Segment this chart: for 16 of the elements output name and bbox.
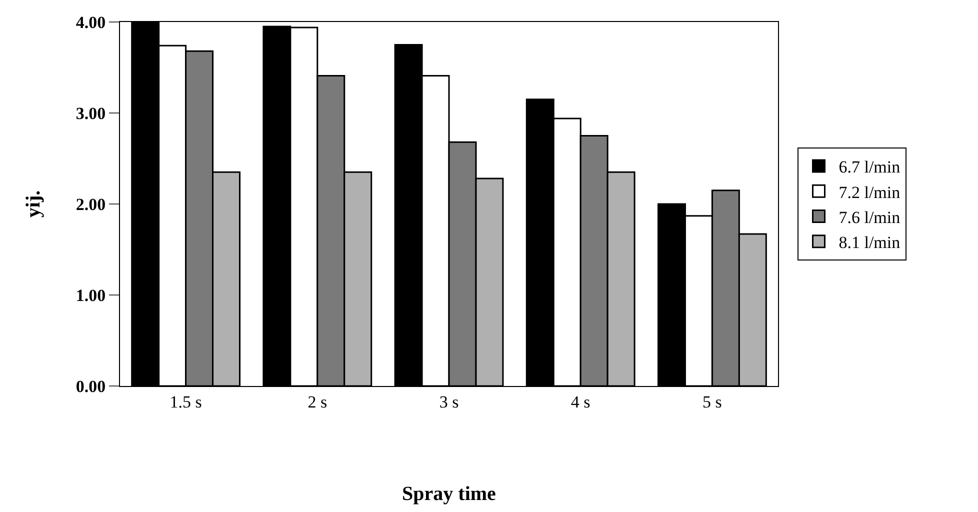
x-tick-label: 2 s — [308, 392, 328, 412]
x-tick-label: 3 s — [439, 392, 459, 412]
y-axis-title: yij. — [22, 190, 44, 218]
legend-label: 6.7 l/min — [838, 158, 901, 177]
x-tick-label: 4 s — [570, 392, 590, 412]
y-tick-label: 3.00 — [76, 104, 106, 123]
x-tick-label: 5 s — [702, 392, 722, 412]
y-tick-label: 1.00 — [76, 286, 106, 305]
y-tick-label: 4.00 — [76, 12, 106, 32]
legend-label: 7.6 l/min — [838, 208, 901, 227]
y-tick-label: 0.00 — [76, 376, 106, 396]
x-tick-label: 1.5 s — [170, 392, 202, 412]
legend-label: 8.1 l/min — [838, 232, 901, 252]
legend-label: 7.2 l/min — [838, 182, 901, 202]
y-tick-label: 2.00 — [76, 194, 106, 214]
x-axis-title: Spray time — [402, 482, 496, 505]
